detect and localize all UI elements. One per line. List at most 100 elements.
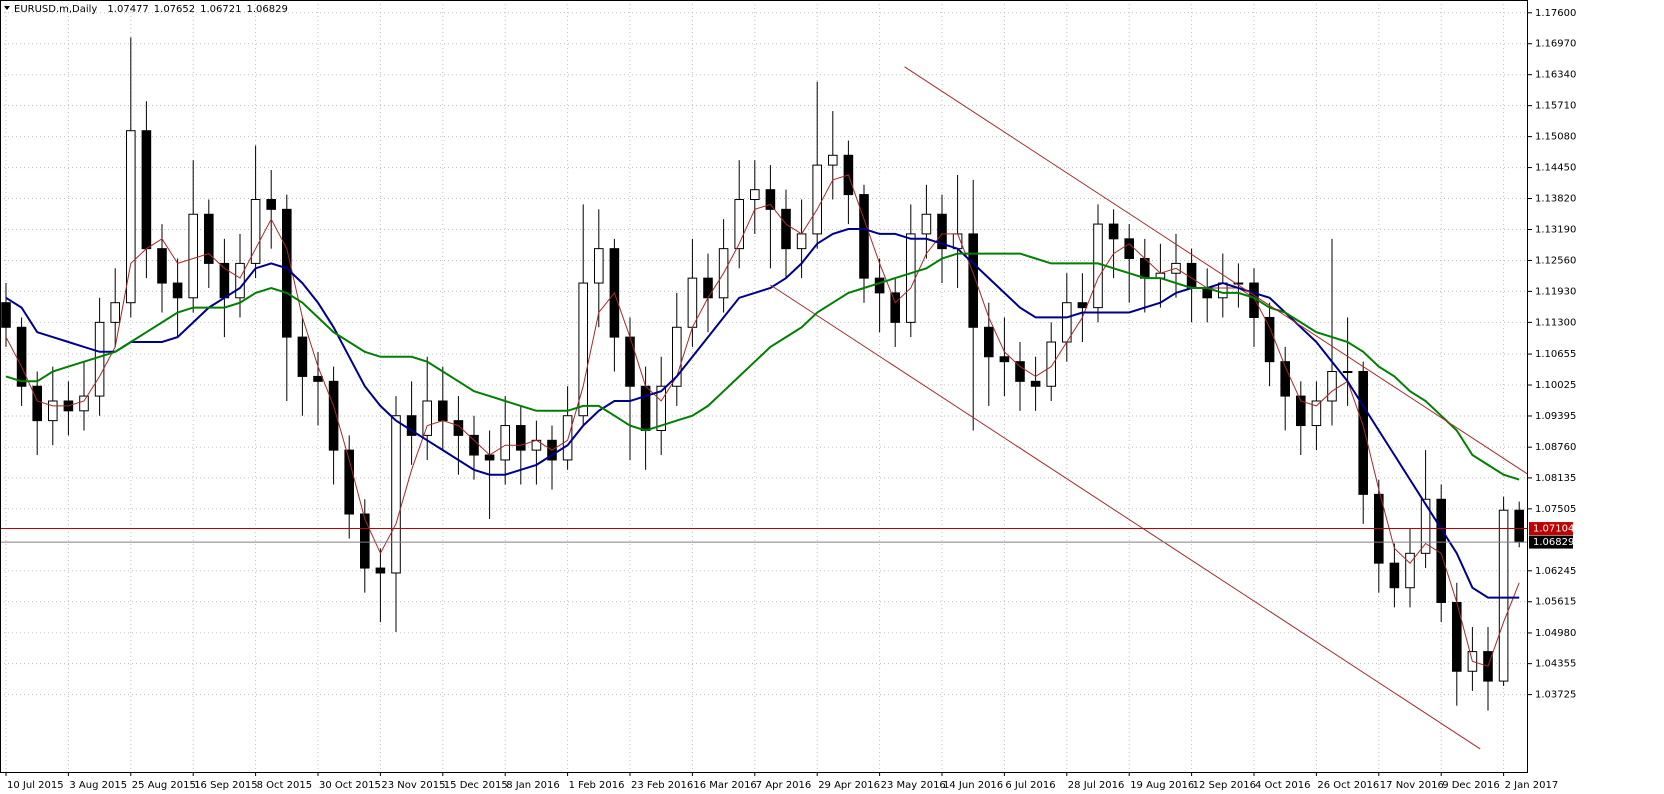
candle-body [750, 189, 760, 201]
candle-body [16, 326, 27, 387]
candle-body [703, 277, 713, 299]
plot-border [0, 0, 1528, 773]
candle-body [890, 292, 900, 323]
candle-body [282, 208, 292, 338]
candle-body [1405, 552, 1415, 589]
candle-body [1218, 282, 1228, 299]
y-tick-label: 1.16970 [1535, 39, 1576, 50]
x-tick-label: 29 Apr 2016 [818, 780, 880, 791]
y-tick-label: 1.08760 [1535, 442, 1576, 453]
candle-body [406, 415, 417, 436]
header-ohlc-value: 1.06829 [247, 4, 288, 15]
chart-title: EURUSD.m,Daily [14, 4, 97, 15]
candle-body [375, 567, 386, 574]
y-tick-label: 1.15710 [1535, 101, 1576, 112]
candle-body [453, 420, 464, 436]
x-tick-label: 9 Dec 2016 [1442, 780, 1500, 791]
candle-body [1264, 316, 1275, 363]
x-tick-label: 8 Oct 2015 [257, 780, 312, 791]
y-tick-label: 1.05615 [1535, 597, 1576, 608]
candle-body [94, 321, 105, 397]
candle-body [906, 233, 916, 323]
y-tick-label: 1.08135 [1535, 473, 1576, 484]
header-ohlc-value: 1.06721 [200, 4, 241, 15]
candle-body [126, 130, 136, 304]
x-tick-label: 3 Aug 2015 [69, 780, 127, 791]
y-tick-label: 1.03725 [1535, 690, 1576, 701]
bid-price-label: 1.06829 [1533, 537, 1574, 548]
trend-line [770, 284, 1481, 750]
candle-body [656, 385, 666, 431]
bid-price-box [1529, 535, 1573, 549]
candle-body [578, 282, 588, 417]
candle-body [828, 154, 838, 166]
candle-body [266, 199, 276, 210]
candle-body [484, 454, 495, 461]
y-tick-label: 1.07505 [1535, 504, 1576, 515]
x-tick-label: 7 Apr 2016 [756, 780, 811, 791]
candle-body [1046, 341, 1056, 387]
candle-body [344, 449, 354, 515]
candle-body [422, 400, 432, 436]
candle-body [1, 302, 11, 328]
candle-body [391, 415, 401, 574]
candle-body [1420, 498, 1431, 554]
y-tick-label: 1.04980 [1535, 628, 1576, 639]
label-layer: 1.17600 1.16970 1.16340 1.15710 1.15080 1.144… [5, 4, 1576, 791]
x-tick-label: 23 Feb 2016 [631, 780, 693, 791]
candle-body [1280, 361, 1290, 397]
x-tick-label: 10 Jul 2015 [7, 780, 64, 791]
candle-body [999, 356, 1010, 363]
candle-body [796, 233, 807, 250]
candle-body [204, 213, 214, 264]
candle-body [32, 385, 42, 422]
candle-body [1327, 371, 1337, 402]
candle-body [687, 277, 698, 328]
y-tick-label: 1.10655 [1535, 349, 1576, 360]
candle-body [157, 248, 167, 284]
candle-body [79, 395, 89, 412]
candle-body [1296, 395, 1306, 427]
x-tick-label: 30 Oct 2015 [319, 780, 381, 791]
x-tick-label: 2 Jan 2017 [1505, 780, 1559, 791]
candle-body [984, 326, 994, 358]
candle-body [250, 199, 261, 264]
level-price-label: 1.07104 [1533, 524, 1574, 535]
candle-body [188, 213, 198, 299]
candle-body [172, 282, 183, 299]
y-tick-label: 1.14450 [1535, 163, 1576, 174]
y-tick-label: 1.15080 [1535, 132, 1576, 143]
x-tick-label: 4 Oct 2016 [1255, 780, 1310, 791]
x-tick-label: 28 Jul 2016 [1068, 780, 1125, 791]
candle-body [734, 199, 744, 250]
x-tick-label: 23 May 2016 [881, 780, 946, 791]
x-tick-label: 25 Aug 2015 [132, 780, 196, 791]
x-tick-label: 1 Feb 2016 [569, 780, 625, 791]
x-tick-label: 16 Sep 2015 [194, 780, 257, 791]
x-tick-label: 16 Mar 2016 [693, 780, 756, 791]
y-tick-label: 1.12560 [1535, 255, 1576, 266]
x-tick-label: 17 Nov 2016 [1380, 780, 1444, 791]
candle-body [500, 425, 510, 461]
candle-body [1108, 223, 1119, 240]
candle-body [141, 130, 152, 250]
y-tick-label: 1.04355 [1535, 659, 1576, 670]
candle-body [1030, 380, 1041, 387]
moving-average-line [5, 174, 1520, 667]
x-tick-label: 23 Nov 2015 [381, 780, 445, 791]
menu-triangle[interactable] [4, 6, 10, 10]
candle-body [360, 513, 370, 569]
candle-body [469, 434, 479, 456]
candle-body [438, 400, 448, 422]
candle-body [1514, 509, 1524, 543]
candle-body [516, 425, 526, 451]
candle-body [921, 213, 932, 235]
y-tick-label: 1.17600 [1535, 8, 1576, 19]
candle-body [235, 262, 245, 299]
x-tick-label: 19 Aug 2016 [1130, 780, 1194, 791]
candle-body [1093, 223, 1103, 309]
candle-body [297, 336, 308, 377]
